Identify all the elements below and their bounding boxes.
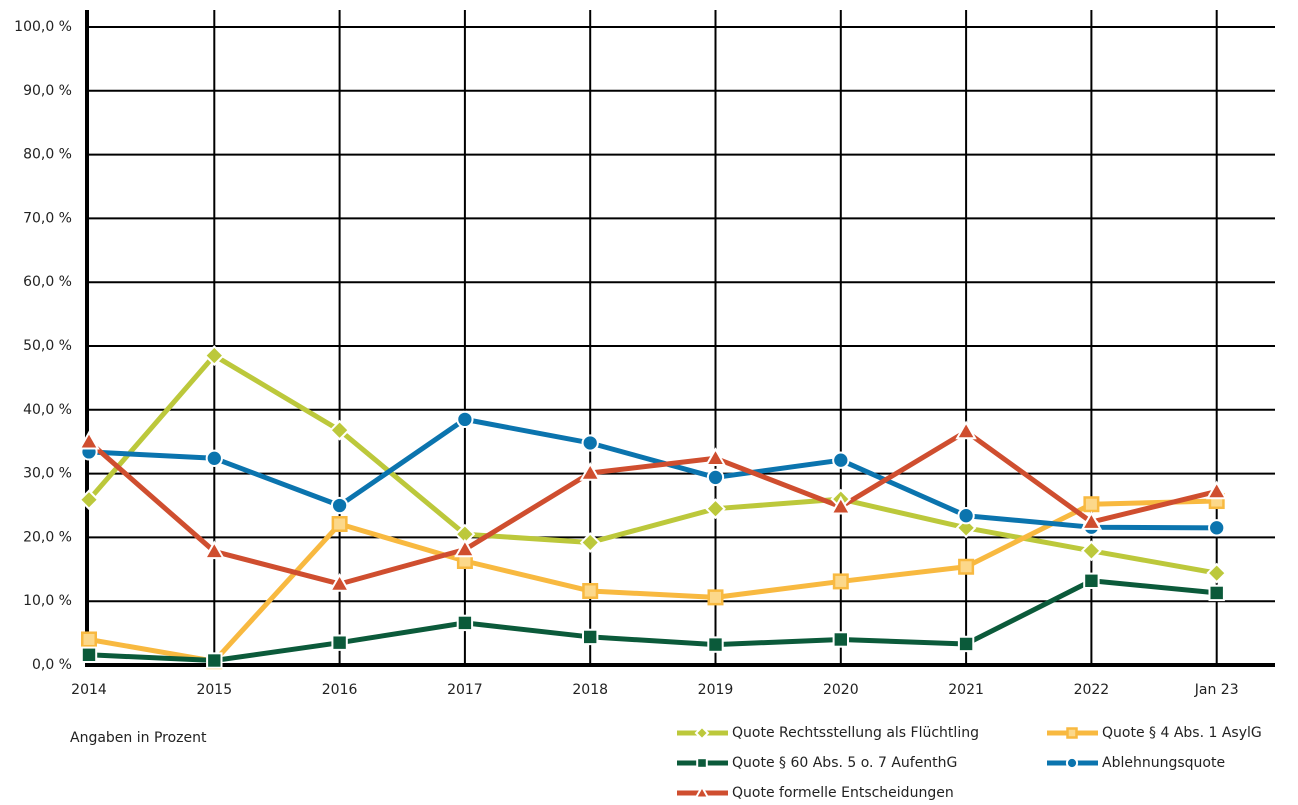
data-point [832,573,849,590]
y-tick-label: 80,0 % [23,147,72,163]
y-tick-label: 60,0 % [23,274,72,290]
y-tick-label: 20,0 % [23,529,72,545]
legend-marker [694,725,710,741]
data-point [331,516,348,533]
data-point [1080,540,1102,562]
data-point [1208,519,1226,537]
x-tick-label: 2017 [447,682,483,698]
y-tick-label: 70,0 % [23,210,72,226]
x-tick-label: 2019 [698,682,734,698]
data-point [329,419,351,441]
data-point [832,631,849,648]
data-point [78,430,100,450]
x-tick-label: Jan 23 [1194,682,1239,698]
legend-marker [694,784,710,799]
data-point [955,420,977,440]
data-point [456,410,474,429]
data-point [581,434,599,452]
y-tick-label: 30,0 % [23,466,72,482]
series-line [87,428,1218,587]
series-line [88,416,1217,531]
y-tick-label: 40,0 % [23,402,72,418]
x-tick-label: 2014 [71,682,107,698]
legend-item: Quote § 4 Abs. 1 AsylG [1047,725,1262,741]
data-point [203,540,226,560]
x-tick-label: 2020 [823,682,859,698]
annotation: Angaben in Prozent [70,730,207,746]
legend-label: Ablehnungsquote [1102,755,1225,771]
legend-label: Quote formelle Entscheidungen [732,785,954,801]
x-tick-label: 2016 [322,682,358,698]
legend-item: Quote § 60 Abs. 5 o. 7 AufenthG [677,755,957,771]
legend-item: Quote Rechtsstellung als Flüchtling [677,725,979,741]
data-point [454,538,476,558]
series-line [88,498,1217,664]
data-point [955,517,977,539]
data-point [1080,511,1103,530]
x-tick-label: 2015 [196,682,232,698]
data-point [706,468,725,487]
legend-item: Ablehnungsquote [1047,755,1225,771]
legend-label: Quote Rechtsstellung als Flüchtling [732,725,979,741]
data-point [78,489,100,511]
y-tick-label: 50,0 % [23,338,72,354]
data-point [830,495,852,515]
x-tick-label: 2018 [572,682,608,698]
data-point [957,635,975,653]
y-tick-label: 10,0 % [23,593,72,609]
data-point [330,496,349,515]
legend-marker [1066,727,1078,739]
y-tick-label: 0,0 % [32,657,72,673]
data-point [582,582,599,599]
data-point [331,634,348,651]
data-point [205,449,223,467]
data-point [832,451,850,469]
series-line [88,578,1217,664]
data-point [1206,562,1228,584]
data-point [1205,480,1228,500]
data-point [958,558,975,575]
data-point [579,461,601,481]
data-point [1208,584,1225,602]
data-point [579,532,601,553]
data-point [1083,572,1100,589]
y-tick-label: 100,0 % [14,19,72,35]
data-point [328,572,351,592]
data-point [707,589,724,606]
data-point [957,507,975,525]
data-point [707,636,724,653]
data-point [80,646,98,663]
legend-marker [696,757,708,769]
data-point [81,631,97,648]
data-point [1083,496,1100,513]
data-point [206,652,223,669]
x-tick-label: 2022 [1074,682,1110,698]
data-point [705,498,726,520]
data-point [582,628,599,646]
legend-item: Quote formelle Entscheidungen [677,784,954,801]
data-point [704,447,727,467]
legend-marker [1065,756,1079,770]
legend-label: Quote § 4 Abs. 1 AsylG [1102,725,1262,741]
x-tick-label: 2021 [948,682,984,698]
data-point [456,614,474,632]
legend-label: Quote § 60 Abs. 5 o. 7 AufenthG [732,755,957,771]
series-line [87,353,1218,576]
data-point [203,345,225,366]
y-tick-label: 90,0 % [23,83,72,99]
